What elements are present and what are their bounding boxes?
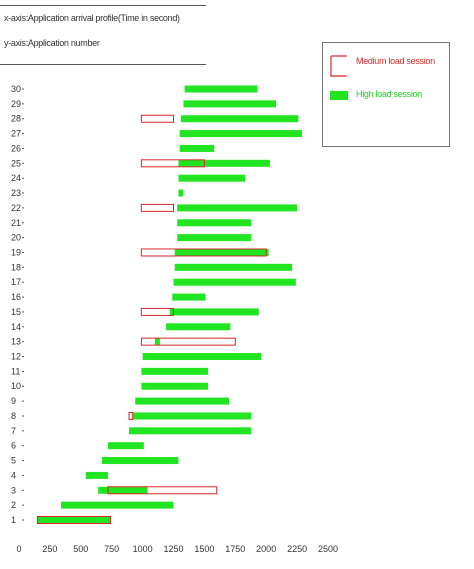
x-tick-label-2250: 2250 [287,544,307,554]
high-load-bar-21 [177,219,252,227]
y-tick-label-4: 4 [11,470,16,480]
y-tick-label-23: 23 [11,188,21,198]
high-load-bar-6 [107,442,144,450]
y-tick-label-25: 25 [11,158,21,168]
high-load-bar-28 [180,115,299,123]
x-tick-label-1000: 1000 [133,544,153,554]
high-load-bar-30 [184,85,258,93]
y-tick-label-1: 1 [11,515,16,525]
y-tick-label-22: 22 [11,203,21,213]
high-load-bar-13 [154,338,160,346]
medium-load-bar-3 [107,486,218,495]
y-tick-label-21: 21 [11,218,21,228]
legend-medium-label: Medium load session [356,56,435,66]
header-bottom-rule [0,64,206,65]
y-tick-label-10: 10 [11,381,21,391]
high-load-bar-8 [132,412,252,420]
high-load-bar-12 [142,353,262,361]
x-tick-label-1250: 1250 [163,544,183,554]
y-tick-label-30: 30 [11,84,21,94]
y-tick-label-7: 7 [11,426,16,436]
high-load-bar-18 [174,263,293,271]
y-tick-label-5: 5 [11,456,16,466]
y-tick-label-19: 19 [11,247,21,257]
x-tick-label-2500: 2500 [318,544,338,554]
medium-load-bar-22 [140,203,174,212]
y-tick-label-18: 18 [11,262,21,272]
high-load-bar-1 [37,516,111,524]
legend-high-swatch [330,91,348,100]
y-tick-label-17: 17 [11,277,21,287]
high-load-bar-16 [172,293,206,301]
y-tick-label-2: 2 [11,500,16,510]
high-load-bar-11 [141,367,209,375]
high-load-bar-24 [178,174,246,182]
y-tick-label-15: 15 [11,307,21,317]
y-tick-label-28: 28 [11,114,21,124]
high-load-bar-29 [183,100,277,108]
medium-load-bar-25 [140,159,205,168]
x-tick-label-500: 500 [73,544,88,554]
x-tick-label-2000: 2000 [256,544,276,554]
high-load-bar-7 [129,427,252,435]
high-load-bar-22 [177,204,298,212]
y-axis-description: y-axis:Application number [4,38,100,48]
medium-load-bar-1 [37,516,111,524]
high-load-bar-15 [169,308,259,316]
high-load-bar-27 [179,130,303,138]
y-tick-label-3: 3 [11,485,16,495]
high-load-bar-10 [141,382,209,390]
x-tick-label-1500: 1500 [194,544,214,554]
x-tick-label-250: 250 [42,544,57,554]
chart-legend: Medium load session High load session [322,42,450,147]
high-load-bar-4 [85,471,108,479]
top-rule [0,5,206,6]
medium-load-bar-13 [140,337,236,346]
y-tick-label-12: 12 [11,352,21,362]
high-load-bar-25 [178,159,270,167]
legend-high-label: High load session [356,89,422,99]
medium-load-bar-8 [128,411,134,420]
y-tick-label-16: 16 [11,292,21,302]
high-load-bar-26 [179,144,215,152]
medium-load-bar-15 [140,307,174,316]
medium-load-bar-28 [140,114,174,123]
x-tick-label-750: 750 [104,544,119,554]
high-load-bar-14 [166,323,231,331]
y-tick-label-13: 13 [11,337,21,347]
y-tick-label-27: 27 [11,129,21,139]
y-tick-label-26: 26 [11,143,21,153]
high-load-bar-2 [61,501,174,509]
y-tick-label-9: 9 [11,396,16,406]
y-tick-label-20: 20 [11,233,21,243]
high-load-bar-3 [98,486,148,494]
legend-medium-swatch [330,55,347,77]
y-tick-label-14: 14 [11,322,21,332]
medium-load-bar-19 [140,248,267,257]
high-load-bar-23 [178,189,184,197]
high-load-bar-20 [177,234,252,242]
high-load-bar-5 [101,457,179,465]
x-tick-label-1750: 1750 [225,544,245,554]
y-tick-label-6: 6 [11,441,16,451]
y-tick-label-29: 29 [11,99,21,109]
y-tick-label-8: 8 [11,411,16,421]
x-tick-label-0: 0 [16,544,21,554]
high-load-bar-17 [173,278,296,286]
y-tick-label-24: 24 [11,173,21,183]
x-axis-description: x-axis:Application arrival profile(Time … [4,13,180,23]
y-tick-label-11: 11 [11,366,20,376]
high-load-bar-19 [174,248,269,256]
high-load-bar-9 [135,397,230,405]
